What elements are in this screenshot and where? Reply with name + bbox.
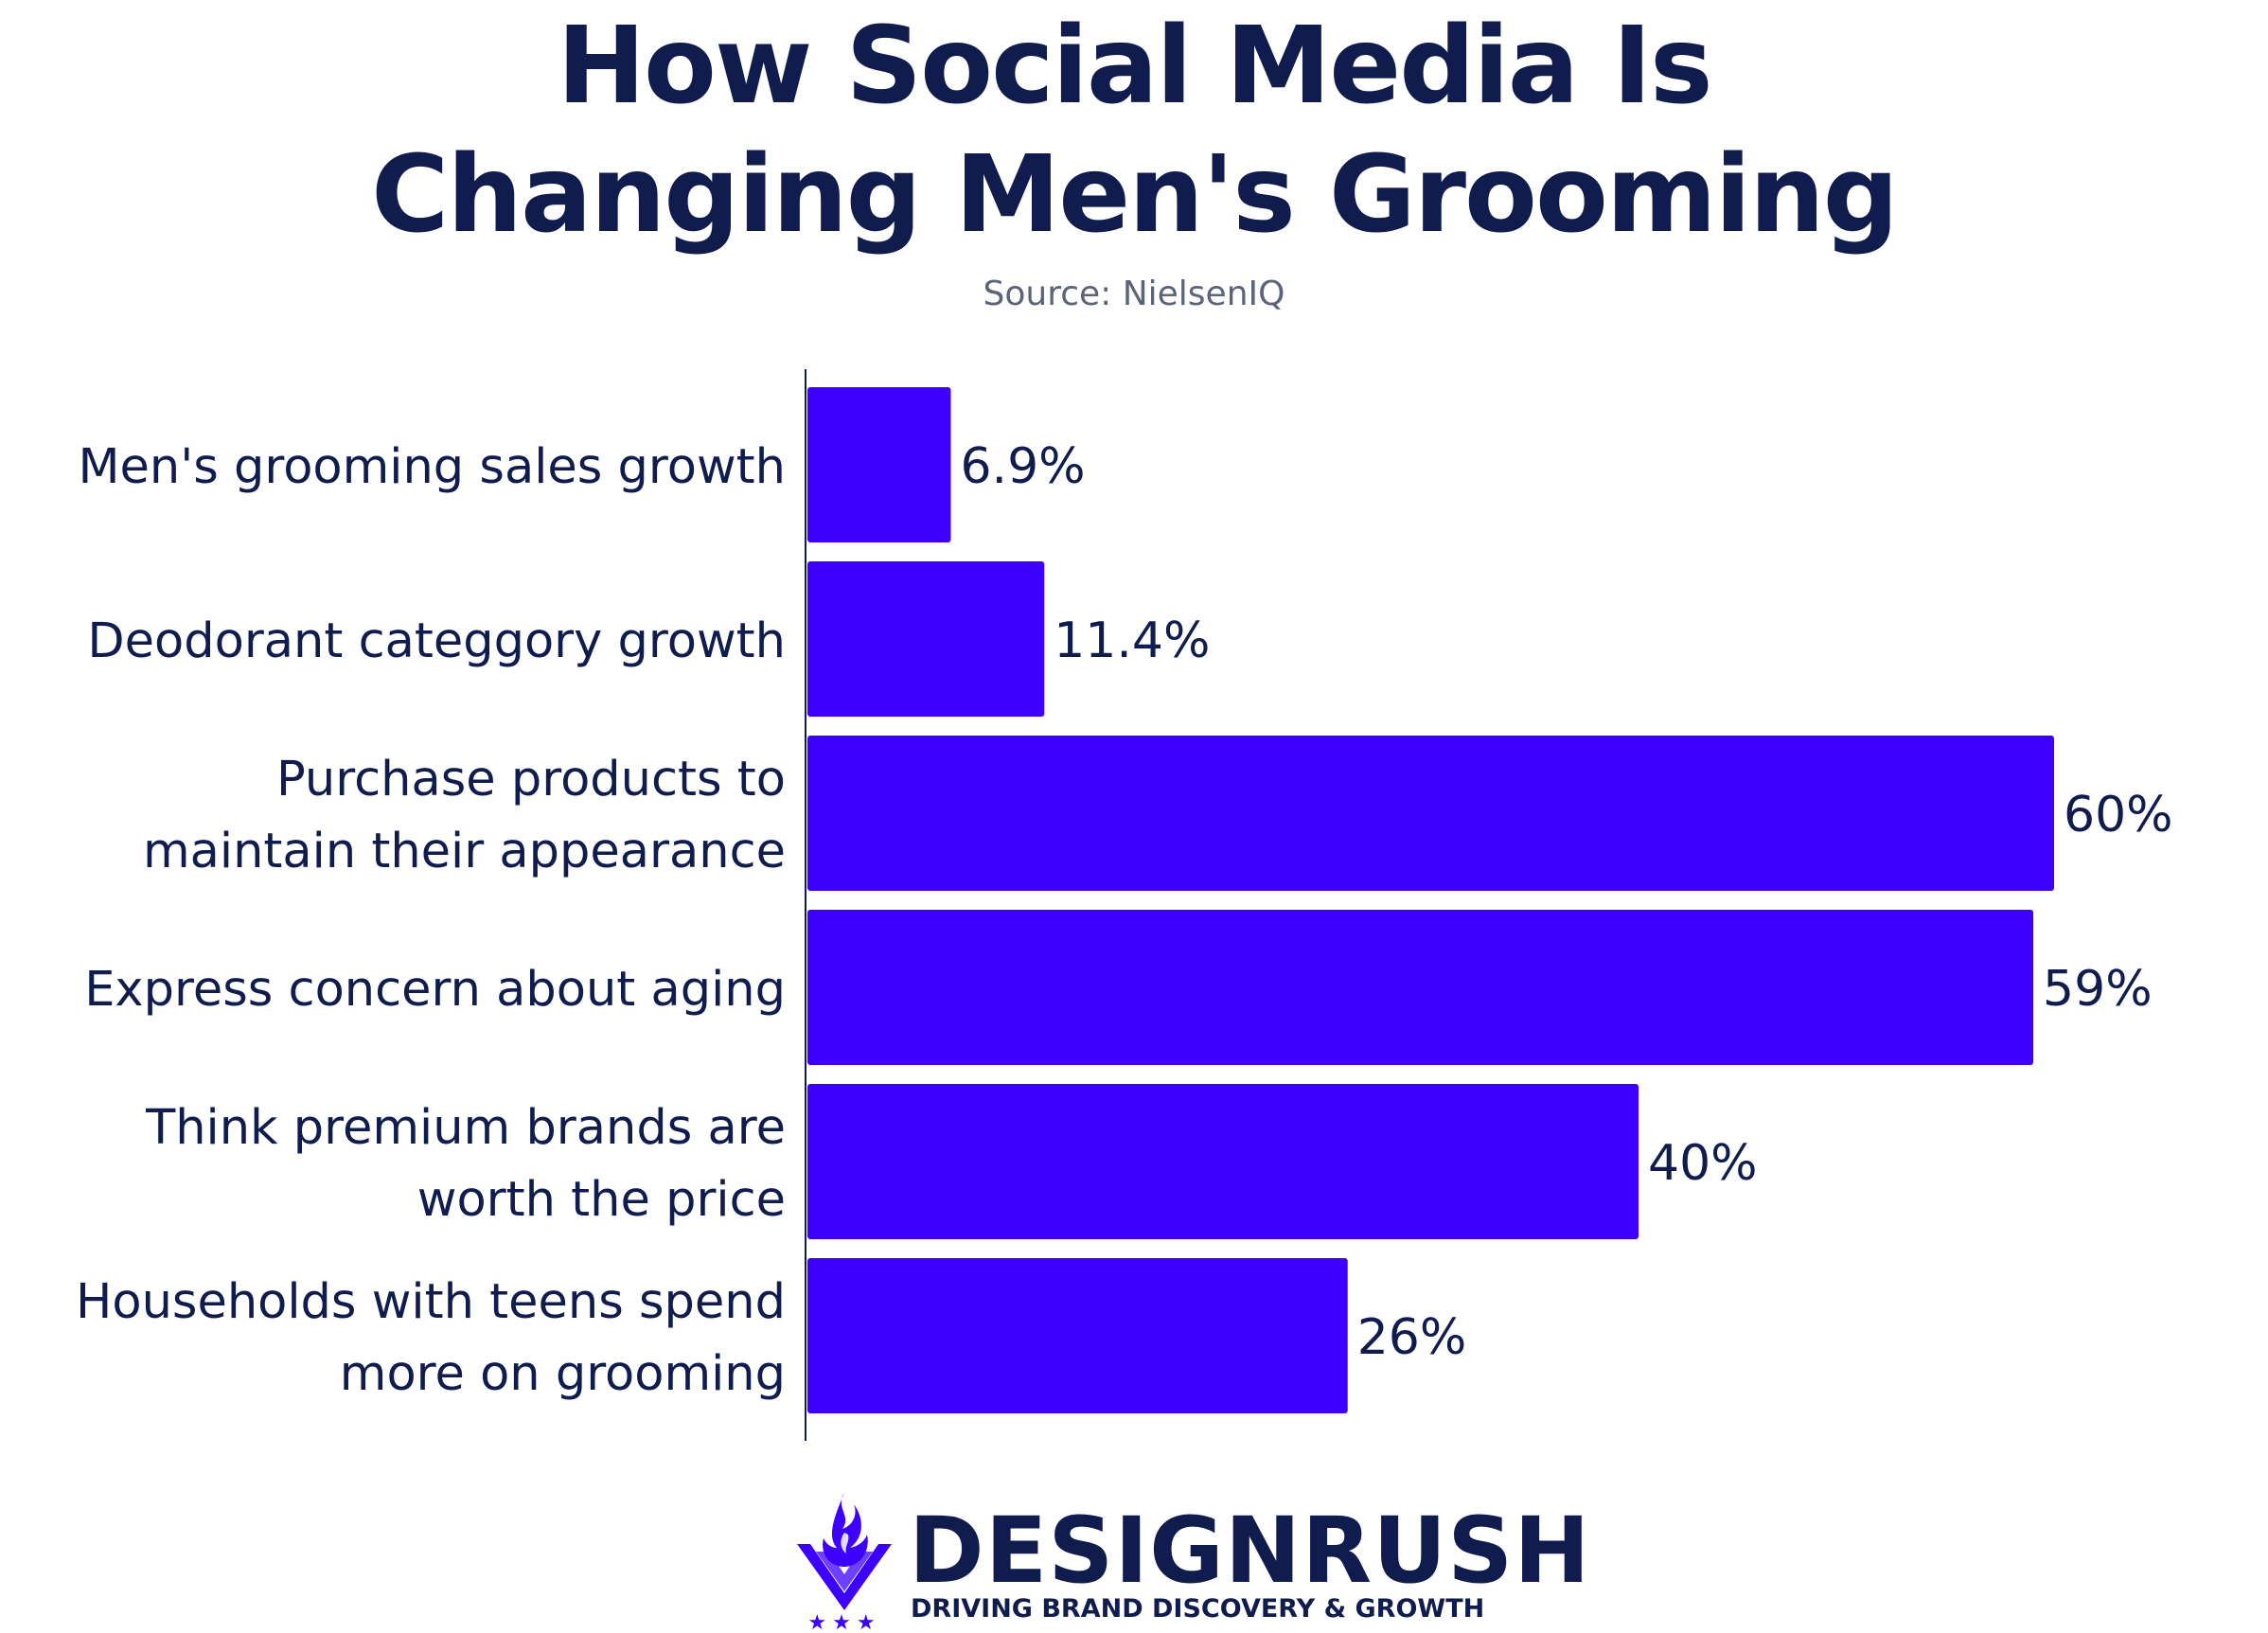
- category-label-4: Express concern about aging: [84, 962, 786, 1018]
- category-label-6-line-2: more on grooming: [340, 1346, 786, 1402]
- category-label-1: Men's grooming sales growth: [79, 439, 787, 495]
- data-label-5: 40%: [1648, 1135, 1758, 1192]
- category-label-3-line-1: Purchase products to: [276, 752, 786, 808]
- flame-shield-icon: ★★★: [797, 1493, 892, 1633]
- bar-2: [807, 561, 1045, 717]
- bar-4: [807, 910, 2034, 1065]
- chart-source: Source: NielsenIQ: [983, 275, 1285, 313]
- data-label-2: 11.4%: [1054, 612, 1210, 669]
- bar-5: [807, 1084, 1639, 1239]
- category-label-5-line-2: worth the price: [417, 1172, 786, 1228]
- bar-3: [807, 736, 2054, 891]
- category-label-3-line-2: maintain their appearance: [143, 824, 786, 879]
- chart-title: How Social Media Is Changing Men's Groom…: [0, 0, 2268, 259]
- category-label-5-line-1: Think premium brands are: [145, 1100, 786, 1156]
- chart-title-line-2: Changing Men's Grooming: [371, 133, 1899, 257]
- data-label-4: 59%: [2043, 961, 2153, 1018]
- category-label-6-line-1: Households with teens spend: [76, 1274, 786, 1330]
- data-label-1: 6.9%: [960, 438, 1085, 495]
- bar-1: [807, 387, 951, 542]
- data-label-6: 26%: [1357, 1309, 1467, 1366]
- data-label-3: 60%: [2064, 787, 2173, 843]
- brand-name: DESIGNRUSH: [909, 1498, 1591, 1604]
- chart-title-line-1: How Social Media Is: [557, 5, 1712, 128]
- bar-6: [807, 1258, 1348, 1413]
- category-label-2: Deodorant categgory growth: [87, 613, 786, 669]
- brand-tagline: DRIVING BRAND DISCOVERY & GROWTH: [911, 1594, 1485, 1624]
